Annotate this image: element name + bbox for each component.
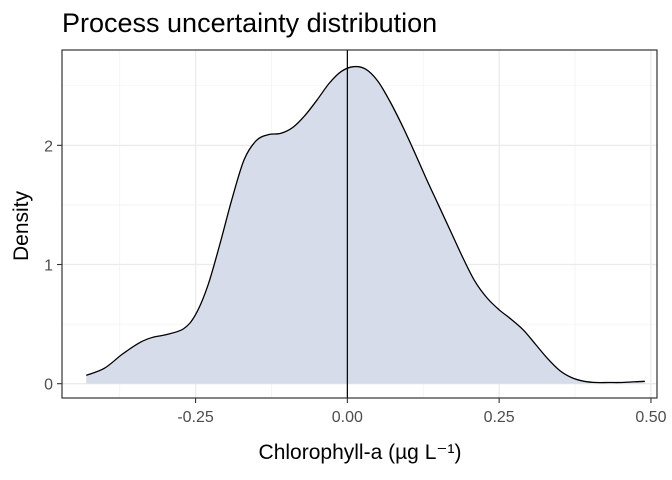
- y-axis-title: Density: [10, 190, 33, 261]
- y-tick-label: 2: [44, 138, 53, 155]
- chart-title: Process uncertainty distribution: [62, 8, 437, 38]
- x-tick-label: 0.00: [332, 409, 363, 426]
- density-area-fill: [86, 66, 645, 384]
- x-tick-label: 0.25: [484, 409, 515, 426]
- y-tick-label: 0: [44, 377, 53, 394]
- plot-area: [86, 65, 645, 384]
- axes: -0.25 0.00 0.25 0.50 0 1 2: [44, 49, 667, 426]
- x-tick-label: -0.25: [177, 409, 214, 426]
- y-tick-label: 1: [44, 258, 53, 275]
- x-axis-title: Chlorophyll-a (µg L⁻¹): [259, 441, 462, 464]
- density-curve: [86, 65, 645, 384]
- x-tick-label: 0.50: [635, 409, 666, 426]
- panel-border: [61, 49, 658, 399]
